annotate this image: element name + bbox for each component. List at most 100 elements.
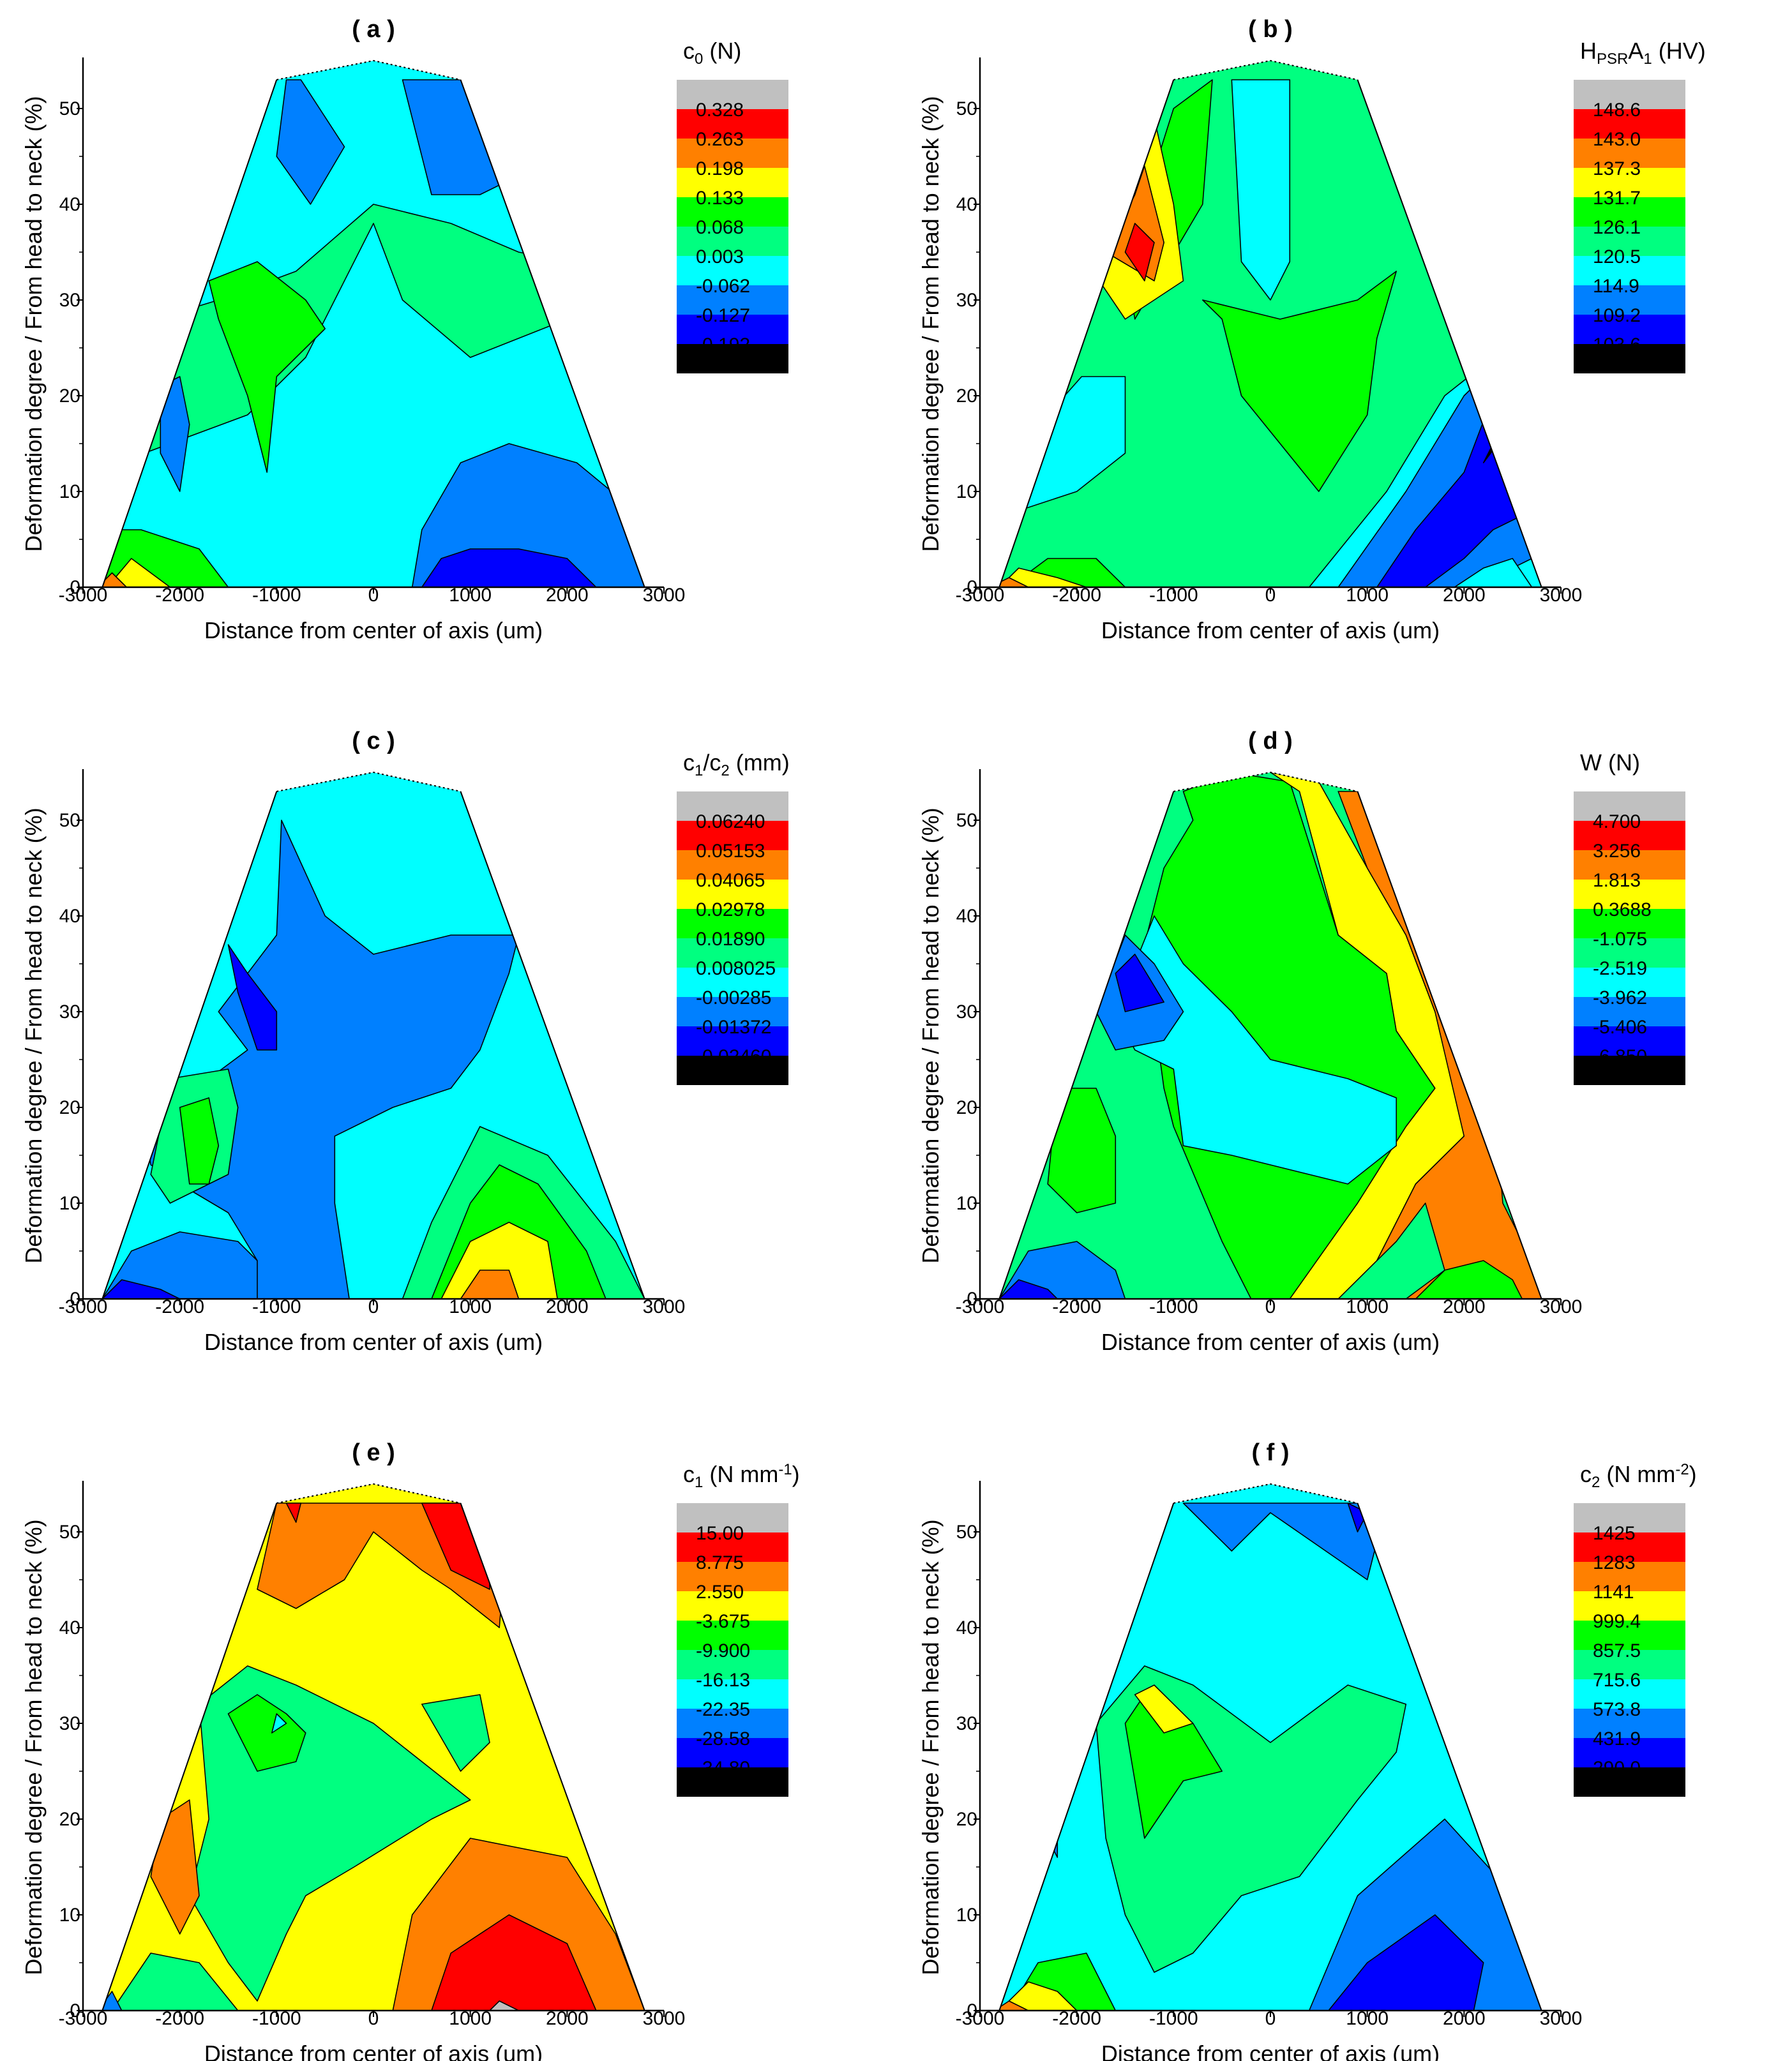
trapezoid-right-edge	[460, 791, 645, 1300]
panel-label: ( e )	[352, 1439, 395, 1466]
legend-title: c2 (N mm-2)	[1580, 1461, 1697, 1491]
legend-level-label: 3.256	[1593, 841, 1641, 862]
y-tick-label: 0	[967, 2000, 977, 2021]
legend-level-label: -16.13	[696, 1670, 750, 1691]
legend-swatch-7	[1574, 1709, 1685, 1738]
legend-level-label: -0.062	[696, 276, 750, 297]
x-tick-label: 0	[1265, 1296, 1276, 1317]
x-tick-label: -3000	[59, 1296, 108, 1317]
x-tick-label: -2000	[155, 585, 204, 606]
x-tick-label: 1000	[1346, 2008, 1389, 2029]
legend-title-unit: (N mm	[703, 1461, 778, 1487]
legend-swatch-1	[1574, 821, 1685, 850]
legend-title-base: c	[683, 749, 695, 776]
legend-title-sup: -2	[1675, 1461, 1689, 1478]
contour-region-7	[421, 548, 597, 587]
legend-level-label: -0.192	[696, 334, 750, 356]
contour-region-1	[285, 1503, 302, 1523]
legend-title-base: c	[683, 38, 695, 64]
panel-label: ( d )	[1248, 728, 1293, 754]
legend-swatch-9	[1574, 344, 1685, 373]
trapezoid-right-edge	[1357, 79, 1542, 588]
trapezoid-right-edge	[1357, 791, 1542, 1300]
contour-region-7	[1124, 223, 1155, 281]
y-tick-label: 20	[59, 1097, 80, 1118]
x-tick-label: -1000	[1149, 2008, 1198, 2029]
contour-region-9	[431, 1914, 597, 2011]
legend-swatch-2	[1574, 1562, 1685, 1591]
chart-panel-c: -3000 -2000 -1000 0 1000 2000 3000 0 10 20 30 40 50 D…	[20, 728, 790, 1355]
contour-region-3	[1328, 1914, 1484, 2011]
trapezoid-right-edge	[1357, 1503, 1542, 2011]
legend-level-label: -1.075	[1593, 929, 1647, 950]
legend-level-label: 573.8	[1593, 1699, 1641, 1720]
panel-label: ( a )	[352, 16, 395, 43]
legend-swatch-2	[677, 850, 788, 880]
contour-body	[999, 1484, 1542, 2011]
legend-title-sub: PSR	[1597, 50, 1628, 68]
legend-title: c1/c2 (mm)	[683, 749, 790, 779]
legend-swatch-0	[677, 80, 788, 109]
legend-swatch-3	[1574, 168, 1685, 197]
chart-panel-d: -3000 -2000 -1000 0 1000 2000 3000 0 10 20 30 40 50 D…	[917, 728, 1685, 1355]
legend-level-label: -22.35	[696, 1699, 750, 1720]
panel-label: ( b )	[1248, 16, 1293, 43]
legend-swatch-0	[1574, 1503, 1685, 1533]
legend-swatch-6	[1574, 256, 1685, 285]
x-tick-label: 3000	[643, 2008, 686, 2029]
y-tick-label: 30	[956, 290, 977, 311]
legend-title-sub: 2	[1592, 1474, 1600, 1491]
y-tick-label: 0	[70, 577, 80, 598]
y-tick-label: 30	[59, 290, 80, 311]
legend-swatch-9	[1574, 1056, 1685, 1085]
y-tick-label: 40	[59, 1617, 80, 1638]
legend-level-label: 15.00	[696, 1523, 744, 1544]
trapezoid-top-edge	[1173, 771, 1358, 792]
legend-title-base: W	[1580, 749, 1602, 776]
legend-swatch-2	[677, 139, 788, 168]
contour-region-9	[107, 558, 171, 587]
legend-level-label: 8.775	[696, 1552, 744, 1573]
y-tick-label: 20	[956, 386, 977, 407]
legend-swatch-1	[677, 109, 788, 139]
y-tick-label: 10	[956, 481, 977, 502]
legend-title-close: )	[1689, 1461, 1697, 1487]
legend-level-label: 0.01890	[696, 929, 765, 950]
contour-body	[102, 772, 645, 1299]
contour-body	[999, 772, 1542, 1299]
legend-level-label: 715.6	[1593, 1670, 1641, 1691]
legend-level-label: 148.6	[1593, 100, 1641, 121]
x-tick-label: 1000	[449, 2008, 492, 2029]
trapezoid-right-edge	[460, 79, 645, 588]
x-axis-label: Distance from center of axis (um)	[204, 617, 543, 643]
y-axis-label: Deformation degree / From head to neck (…	[917, 807, 944, 1263]
legend-swatch-0	[677, 1503, 788, 1533]
legend-level-label: -0.01372	[696, 1017, 771, 1038]
legend-swatch-2	[1574, 850, 1685, 880]
x-tick-label: -3000	[956, 1296, 1005, 1317]
contour-region-10	[999, 2000, 1029, 2011]
y-tick-label: 30	[59, 1713, 80, 1734]
chart-panel-b: -3000 -2000 -1000 0 1000 2000 3000 0 10 20 30 40 50 D…	[917, 16, 1706, 643]
legend-swatch-5	[677, 227, 788, 256]
legend-level-label: 103.6	[1593, 334, 1641, 356]
legend-level-label: 114.9	[1593, 276, 1639, 297]
contour-region-7	[1047, 1088, 1117, 1213]
legend-swatch-8	[677, 1738, 788, 1767]
legend-swatch-1	[677, 821, 788, 850]
contour-region-10	[489, 2000, 520, 2011]
legend-swatch-8	[677, 1026, 788, 1056]
legend-swatch-0	[1574, 791, 1685, 821]
legend-level-label: 120.5	[1593, 246, 1641, 267]
y-tick-label: 50	[956, 98, 977, 119]
x-tick-label: 0	[1265, 585, 1276, 606]
y-tick-label: 0	[967, 577, 977, 598]
legend-title-unit: (HV)	[1652, 38, 1706, 64]
legend-level-label: 137.3	[1593, 158, 1641, 179]
y-tick-label: 10	[59, 1905, 80, 1926]
y-tick-label: 10	[956, 1905, 977, 1926]
legend-level-label: -9.900	[696, 1640, 750, 1661]
legend-level-label: -0.127	[696, 305, 750, 326]
x-tick-label: -1000	[1149, 585, 1198, 606]
contour-region-1	[140, 820, 520, 1299]
